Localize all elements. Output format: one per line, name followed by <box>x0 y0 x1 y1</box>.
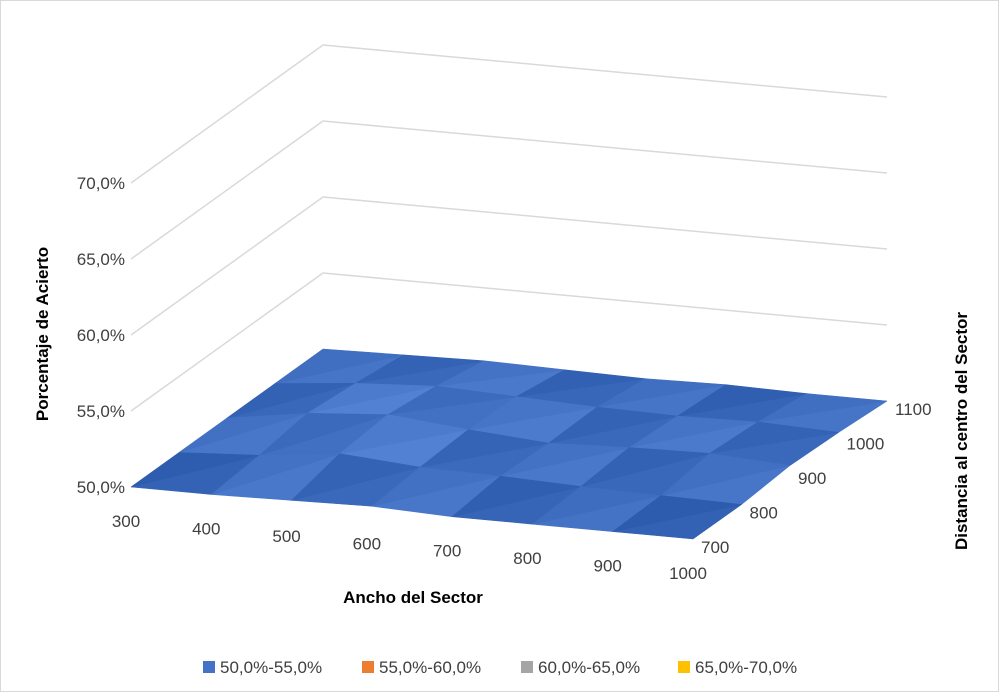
legend-swatch <box>362 661 374 673</box>
surface-cell <box>178 412 308 453</box>
surface-cell <box>226 383 356 419</box>
z-tick-label: 50,0% <box>77 478 125 497</box>
surface-cell <box>612 495 742 532</box>
z-gridline <box>130 196 888 336</box>
x-tick-label: 700 <box>433 542 461 561</box>
surface-cell <box>355 354 485 384</box>
legend-label: 50,0%-55,0% <box>220 658 322 677</box>
y-tick-label: 900 <box>798 469 826 488</box>
y-axis-title: Distancia al centro del Sector <box>952 312 971 550</box>
surface-cell <box>419 429 549 468</box>
surface-cell <box>516 369 646 397</box>
surface-cell <box>548 406 678 444</box>
z-tick-label: 65,0% <box>77 250 125 269</box>
surface-cell <box>580 447 710 487</box>
y-tick-label: 1000 <box>847 435 885 454</box>
surface-cell <box>660 453 791 496</box>
y-tick-label: 800 <box>750 504 778 523</box>
legend-label: 65,0%-70,0% <box>695 658 797 677</box>
legend-swatch <box>203 661 215 673</box>
surface-cell <box>371 466 501 507</box>
legend-swatch <box>521 661 533 673</box>
z-tick-label: 55,0% <box>77 402 125 421</box>
surface-cell <box>130 452 260 488</box>
surface-cell <box>274 348 404 384</box>
surface-cell <box>757 393 888 423</box>
surface-cell <box>339 414 469 454</box>
x-tick-label: 900 <box>594 557 622 576</box>
surface-cell <box>211 453 340 495</box>
surface-cell <box>259 412 388 456</box>
surface-cell <box>290 453 421 501</box>
x-tick-label: 1000 <box>669 564 707 583</box>
surface-cell <box>532 486 662 525</box>
z-axis-title: Porcentaje de Acierto <box>33 247 52 421</box>
z-gridline <box>130 120 888 260</box>
legend-label: 60,0%-65,0% <box>538 658 640 677</box>
y-tick-label: 1100 <box>895 400 932 419</box>
surface-cell <box>596 378 726 408</box>
x-axis-title: Ancho del Sector <box>343 588 483 607</box>
z-gridline <box>130 272 888 412</box>
legend-label: 55,0%-60,0% <box>379 658 481 677</box>
surface-cell <box>387 385 517 415</box>
x-tick-label: 800 <box>513 549 541 568</box>
surface-cell <box>451 475 581 518</box>
surface-cell <box>628 415 759 448</box>
z-tick-label: 60,0% <box>77 326 125 345</box>
surface-cell <box>709 421 839 454</box>
x-tick-label: 500 <box>272 527 300 546</box>
z-gridline <box>130 44 888 184</box>
surface-cell <box>677 384 807 417</box>
y-tick-label: 700 <box>701 538 729 557</box>
surface-cell <box>307 383 437 414</box>
x-tick-label: 300 <box>112 512 140 531</box>
z-tick-label: 70,0% <box>77 174 125 193</box>
surface-cell <box>500 442 630 477</box>
x-tick-label: 400 <box>192 519 220 538</box>
legend-swatch <box>678 661 690 673</box>
surface-cell <box>468 396 598 430</box>
surface-cell <box>435 360 565 387</box>
x-tick-label: 600 <box>353 534 381 553</box>
